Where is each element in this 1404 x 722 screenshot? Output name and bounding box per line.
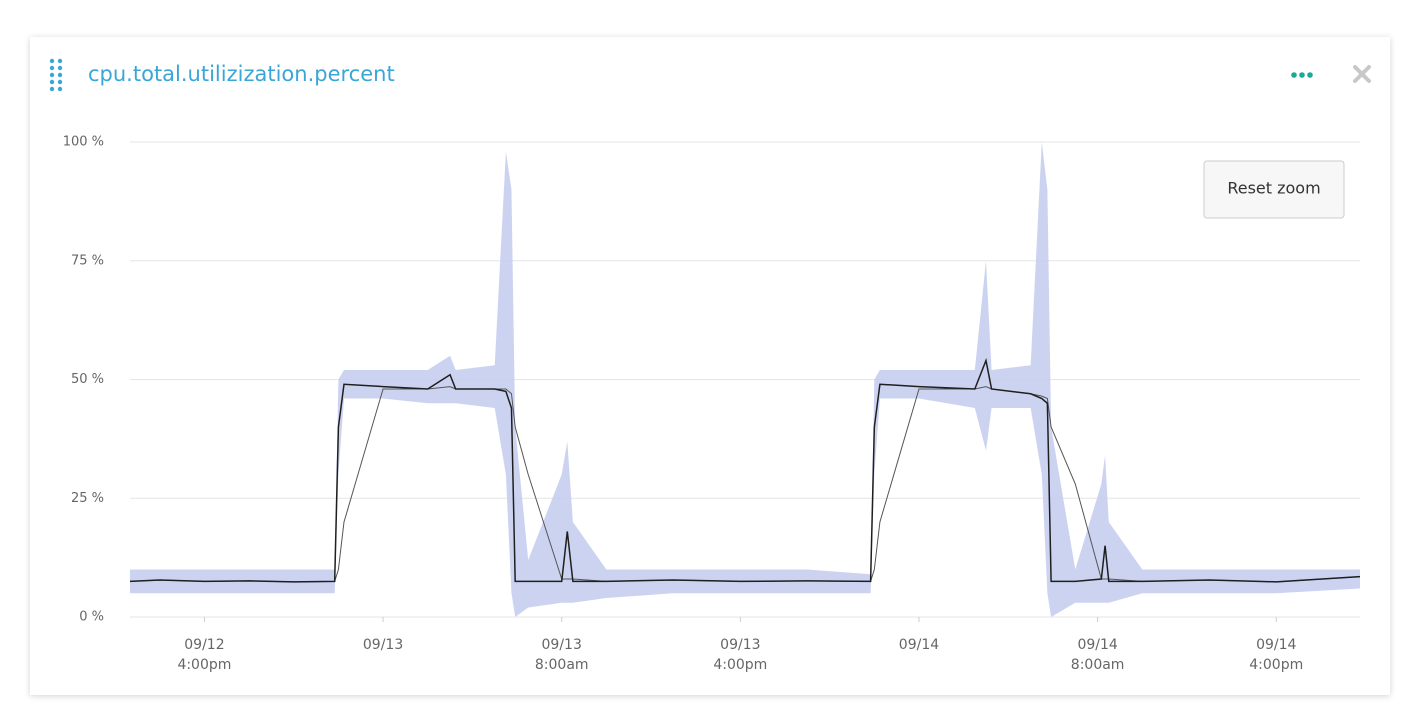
range-band [130,142,1360,617]
x-tick-label: 09/14 [1256,637,1296,653]
y-tick-label: 75 % [71,253,104,268]
x-tick-label: 4:00pm [177,657,231,673]
x-tick-label: 4:00pm [1249,657,1303,673]
x-tick-label: 4:00pm [713,657,767,673]
x-tick-label: 8:00am [1071,657,1125,673]
series-line [129,357,1361,583]
y-tick-label: 100 % [63,135,104,150]
x-tick-label: 09/12 [184,637,224,653]
drag-handle[interactable] [49,58,63,92]
close-button[interactable] [1353,65,1371,83]
y-tick-label: 25 % [71,491,104,506]
series-line [129,386,1361,583]
x-tick-label: 8:00am [535,657,589,673]
y-tick-label: 50 % [71,372,104,387]
x-tick-label: 09/13 [363,637,403,653]
x-tick-label: 09/14 [1077,637,1117,653]
reset-zoom-button[interactable]: Reset zoom [1203,160,1345,219]
chart-title: cpu.total.utilizization.percent [88,62,395,86]
x-tick-label: 09/13 [720,637,760,653]
x-tick-label: 09/13 [542,637,582,653]
reset-zoom-label[interactable]: Reset zoom [1227,179,1320,198]
x-tick-label: 09/14 [899,637,939,653]
menu-button[interactable] [1291,72,1313,78]
y-tick-label: 0 % [79,610,104,625]
